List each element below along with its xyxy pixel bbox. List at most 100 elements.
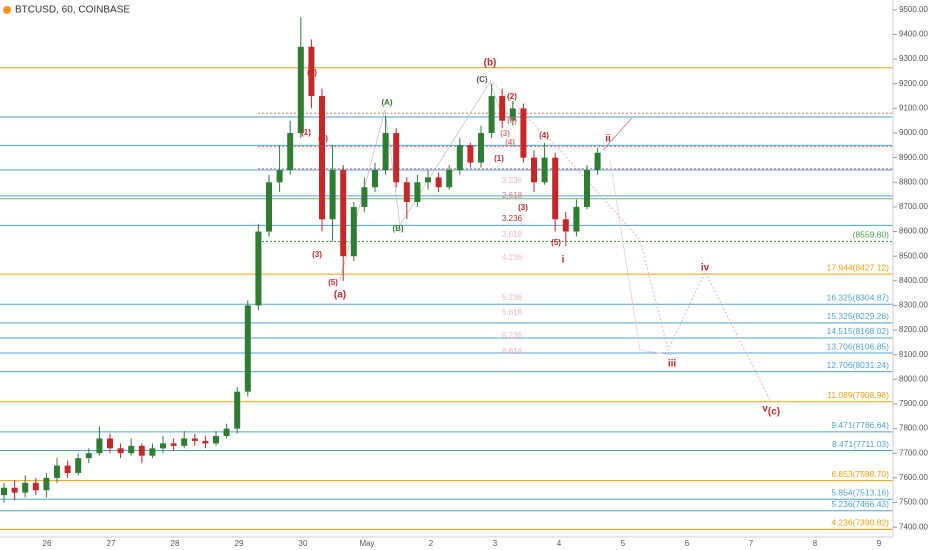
candle-body <box>234 391 241 429</box>
wave-label: (C) <box>476 75 487 84</box>
fib-ratio: 6.236 <box>502 331 523 340</box>
level-label: 5.854(7513.16) <box>831 488 889 498</box>
level-label: 4.236(7390.82) <box>831 518 889 528</box>
x-tick-label: 5 <box>621 539 626 548</box>
candle-body <box>403 182 410 202</box>
wave-label: (5) <box>328 278 338 287</box>
y-tick-label: 9200.00 <box>899 79 928 88</box>
candle-body <box>425 177 431 183</box>
x-tick-label: 27 <box>107 539 116 548</box>
y-tick-label: 8500.00 <box>899 251 928 260</box>
candle-body <box>297 46 304 134</box>
wave-label: iv <box>701 263 710 274</box>
candle-body <box>584 169 590 207</box>
candle-body <box>11 487 18 493</box>
y-tick-label: 7500.00 <box>899 498 928 507</box>
candle-body <box>393 133 400 183</box>
candle-body <box>223 428 230 437</box>
candle-body <box>213 436 219 444</box>
wave-label: (3) <box>312 250 322 259</box>
fib-ratio: 5.236 <box>502 293 523 302</box>
candle-body <box>361 187 368 207</box>
wave-label: (1) <box>301 128 311 137</box>
candle-body <box>319 96 325 220</box>
level-label: 8.471(7711.03) <box>832 439 889 449</box>
y-tick-label: 9500.00 <box>899 5 928 14</box>
level-label: 5.236(7466.43) <box>831 499 889 509</box>
x-tick-label: 9 <box>877 539 882 548</box>
candle-body <box>160 443 166 449</box>
candle-body <box>149 448 156 456</box>
candle-body <box>499 96 506 121</box>
candle-body <box>266 182 272 232</box>
candle-body <box>509 108 516 121</box>
wave-label: (4) <box>318 134 328 143</box>
symbol-icon <box>3 6 11 14</box>
candle-body <box>191 438 198 441</box>
candle-body <box>520 108 527 158</box>
wave-label: (2) <box>507 92 517 101</box>
level-label: 15.325(8229.26) <box>827 311 890 321</box>
candle-body <box>181 438 188 446</box>
y-tick-label: 7600.00 <box>899 473 928 482</box>
fib-ratio: 3.618 <box>502 230 523 239</box>
y-tick-label: 8600.00 <box>899 227 928 236</box>
candle-body <box>488 96 495 134</box>
candle-body <box>531 157 537 183</box>
level-label: 16.325(8304.87) <box>827 292 890 302</box>
candle-body <box>382 133 389 170</box>
wave-label: (3) <box>500 129 510 138</box>
y-tick-label: 8700.00 <box>899 202 928 211</box>
candles <box>1 17 601 503</box>
y-tick-label: 8100.00 <box>899 350 928 359</box>
chart-title: BTCUSD, 60, COINBASE <box>15 5 130 16</box>
level-label: 9.471(7786.64) <box>831 420 889 430</box>
x-tick-label: 29 <box>235 539 244 548</box>
level-label: 14.515(8168.02) <box>827 326 890 336</box>
fib-ratio: 3.236 <box>502 176 523 185</box>
wave-label: iii <box>668 359 677 370</box>
candle-body <box>372 169 378 188</box>
wave-trendline <box>339 81 501 281</box>
y-tick-label: 8200.00 <box>899 325 928 334</box>
candle-body <box>202 440 209 444</box>
candle-body <box>170 443 177 446</box>
candle-body <box>138 445 145 456</box>
level-label: 12.706(8031.24) <box>827 360 890 370</box>
wave-label: (B) <box>392 224 403 233</box>
candle-body <box>276 169 283 183</box>
y-tick-label: 9400.00 <box>899 30 928 39</box>
x-tick-label: 26 <box>43 539 52 548</box>
candle-body <box>594 152 601 170</box>
x-tick-label: 4 <box>557 539 562 548</box>
candle-body <box>478 133 484 163</box>
wave-label: (5) <box>507 116 517 125</box>
x-tick-label: 28 <box>171 539 180 548</box>
fib-ratio: 2.618 <box>502 191 523 200</box>
projection-arrow <box>602 117 633 151</box>
levels: (8559.80) 17.944(8427.12) 16.325(8304.87) 1… <box>0 67 893 530</box>
candle-body <box>350 206 357 257</box>
fib-ratio: 6.618 <box>502 347 523 356</box>
candle-body <box>96 438 103 454</box>
candle-body <box>128 445 135 454</box>
candle-body <box>85 453 92 459</box>
candle-body <box>435 177 442 188</box>
candle-body <box>456 145 463 170</box>
candle-body <box>562 219 569 232</box>
x-tick-label: 30 <box>299 539 308 548</box>
candle-body <box>43 477 50 491</box>
y-tick-label: 9000.00 <box>899 128 928 137</box>
candle-body <box>64 465 71 473</box>
level-label: (8559.80) <box>853 230 890 240</box>
candle-body <box>32 482 39 491</box>
x-tick-label: May <box>359 539 374 548</box>
candle-body <box>22 482 29 493</box>
wave-label: (4) <box>539 131 549 140</box>
y-tick-label: 8800.00 <box>899 177 928 186</box>
labels: (b)(C)(A)(B)(a)(c)(1)(2)(3)(4)(5)(1)(2)(… <box>301 58 780 418</box>
candle-body <box>541 157 548 183</box>
candle-body <box>54 465 60 478</box>
candle-body <box>117 448 124 454</box>
candle-body <box>340 169 347 257</box>
